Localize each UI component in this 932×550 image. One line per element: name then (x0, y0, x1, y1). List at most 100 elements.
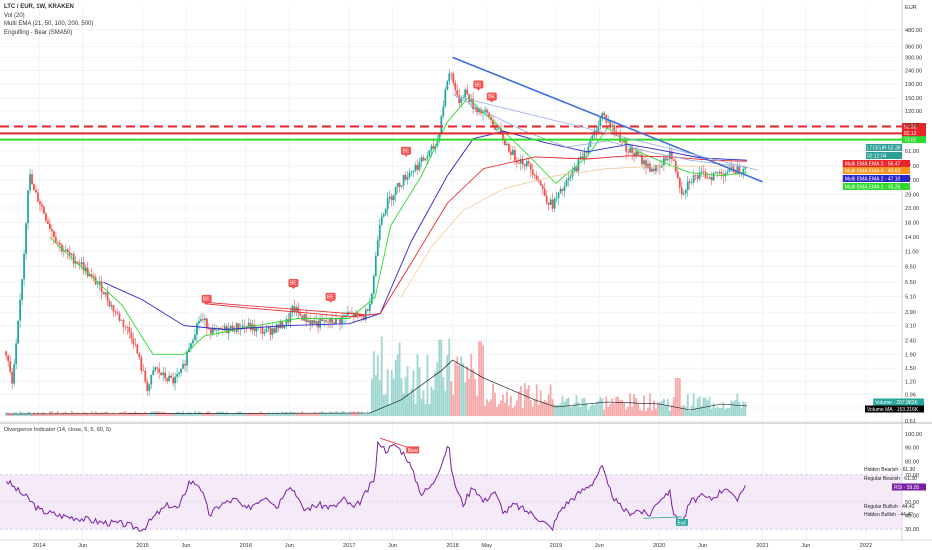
candle-body (116, 312, 119, 314)
candle-body (547, 202, 550, 205)
volume-bar (702, 397, 705, 416)
grid-lines (0, 6, 902, 540)
price-axis-tick: 37.00 (905, 178, 919, 184)
candle-body (692, 175, 695, 183)
candle-body (662, 157, 665, 166)
candle-body (333, 322, 335, 325)
candle-body (565, 180, 568, 187)
volume-bar (388, 404, 391, 416)
volume-bar (285, 411, 288, 416)
rsi-pane: BearBull100.0090.0080.0070.0060.0050.004… (0, 427, 926, 533)
divergence-level-label: Hidden Bullish · 44.42 (864, 512, 913, 518)
candle-body (670, 151, 673, 160)
candle-body (49, 223, 51, 229)
engulfing-bear-mark-pointer (291, 286, 296, 289)
volume-bar (380, 336, 383, 416)
volume-bar (539, 390, 542, 416)
volume-bar (126, 413, 129, 416)
price-axis-tick: 61.00 (905, 149, 919, 155)
volume-bar (692, 393, 695, 416)
volume-bar (565, 398, 568, 416)
candle-body (319, 319, 322, 328)
candle-body (519, 159, 522, 164)
volume-bar (192, 413, 194, 416)
candle-body (152, 370, 155, 375)
volume-bar (78, 413, 81, 416)
candle-body (243, 325, 246, 327)
candle-body (720, 172, 723, 175)
engulfing-bear-mark-pointer (476, 88, 481, 91)
candle-body (498, 128, 500, 129)
candle-body (655, 165, 657, 172)
candle-body (271, 328, 274, 335)
candle-body (136, 344, 139, 354)
volume-bar (456, 356, 459, 416)
candle-body (170, 375, 173, 378)
volume-bar (114, 413, 117, 416)
candle-body (418, 162, 421, 170)
candle-body (263, 332, 266, 334)
candle-body (360, 315, 363, 317)
volume-bar (559, 403, 562, 416)
price-axis-tick: 3.90 (905, 310, 916, 316)
price-axis-tick: 120.00 (905, 109, 922, 115)
price-axis-tick: 1.20 (905, 379, 916, 385)
candle-body (128, 327, 131, 333)
candle-body (156, 367, 159, 369)
volume-bar (412, 370, 415, 416)
candle-body (639, 155, 641, 156)
volume-bar (517, 391, 520, 416)
candle-body (174, 376, 176, 384)
candle-body (396, 182, 399, 188)
volume-bar (553, 404, 556, 416)
candle-body (668, 151, 671, 160)
time-axis-tick: 2015 (136, 543, 148, 549)
rsi-value-label: RSI · 59.05 (894, 485, 920, 491)
ema-line-ema200-red (204, 155, 748, 318)
volume-bar (43, 412, 45, 416)
volume-bar (643, 395, 645, 416)
volume-bar (289, 411, 292, 416)
candle-body (664, 157, 667, 161)
candle-body (229, 325, 232, 329)
candle-body (736, 165, 739, 174)
candle-body (438, 132, 441, 141)
volume-bar (607, 406, 610, 416)
volume-bar (664, 405, 667, 416)
candle-body (454, 82, 457, 90)
candle-body (710, 177, 713, 181)
volume-bar (400, 378, 403, 416)
price-label-tag (842, 183, 910, 190)
rsi-axis-tick: 50.00 (905, 500, 919, 506)
legend-engulfing: Engulfing - Bear (SMA50) (4, 29, 73, 36)
volume-bar (102, 412, 105, 416)
volume-bar (323, 412, 326, 416)
volume-bar (9, 413, 12, 416)
volume-bar (267, 412, 270, 416)
candle-body (575, 167, 578, 172)
candle-body (589, 139, 592, 147)
time-axis-tick: Jun (388, 543, 397, 549)
volume-bar (726, 407, 729, 416)
engulfing-bear-mark (486, 92, 497, 101)
volume-bar (474, 379, 477, 416)
candle-body (5, 351, 8, 356)
candle-body (390, 196, 393, 201)
volume-bar (347, 412, 349, 416)
candle-body (307, 320, 310, 322)
volume-bar (374, 374, 377, 416)
volume-bar (35, 413, 37, 416)
volume-bar (333, 412, 335, 416)
candle-body (76, 261, 79, 264)
volume-bar (484, 405, 486, 416)
candle-body (54, 236, 57, 243)
volume-bar (490, 399, 492, 416)
volume-bar (557, 405, 560, 416)
candle-body (694, 175, 697, 176)
volume-bar (23, 412, 25, 416)
candle-body (47, 220, 49, 224)
volume-bar (293, 412, 296, 416)
candle-body (738, 165, 741, 174)
